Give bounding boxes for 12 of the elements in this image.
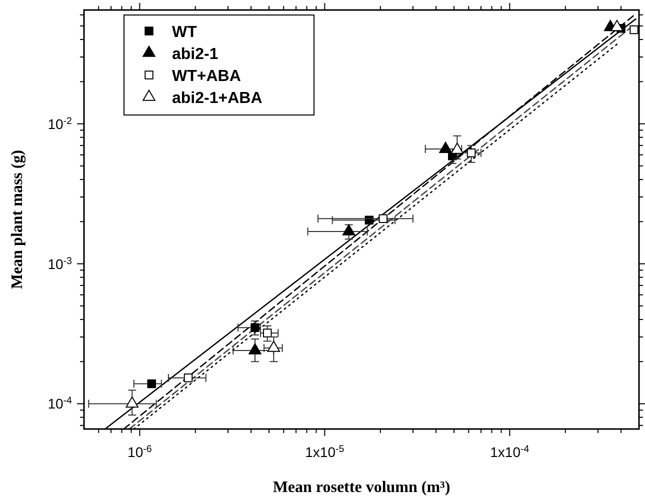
x-tick-label: 1x10$^{-5}$ [305, 444, 345, 460]
legend-label: abi2-1+ABA [172, 90, 263, 107]
y-tick-label: 10$^{-2}$ [48, 115, 72, 132]
legend-label: WT+ABA [172, 68, 242, 85]
x-axis-title: Mean rosette volumn (m³) [272, 479, 450, 496]
legend-label: WT [172, 24, 198, 41]
x-tick-label: 10$^{-6}$ [128, 444, 152, 460]
y-axis-title: Mean plant mass (g) [9, 150, 26, 290]
x-tick-label: 1x10$^{-4}$ [490, 444, 530, 460]
y-tick-label: 10$^{-3}$ [48, 255, 73, 272]
y-tick-label: 10$^{-4}$ [48, 395, 73, 412]
legend-label: abi2-1 [172, 46, 218, 63]
